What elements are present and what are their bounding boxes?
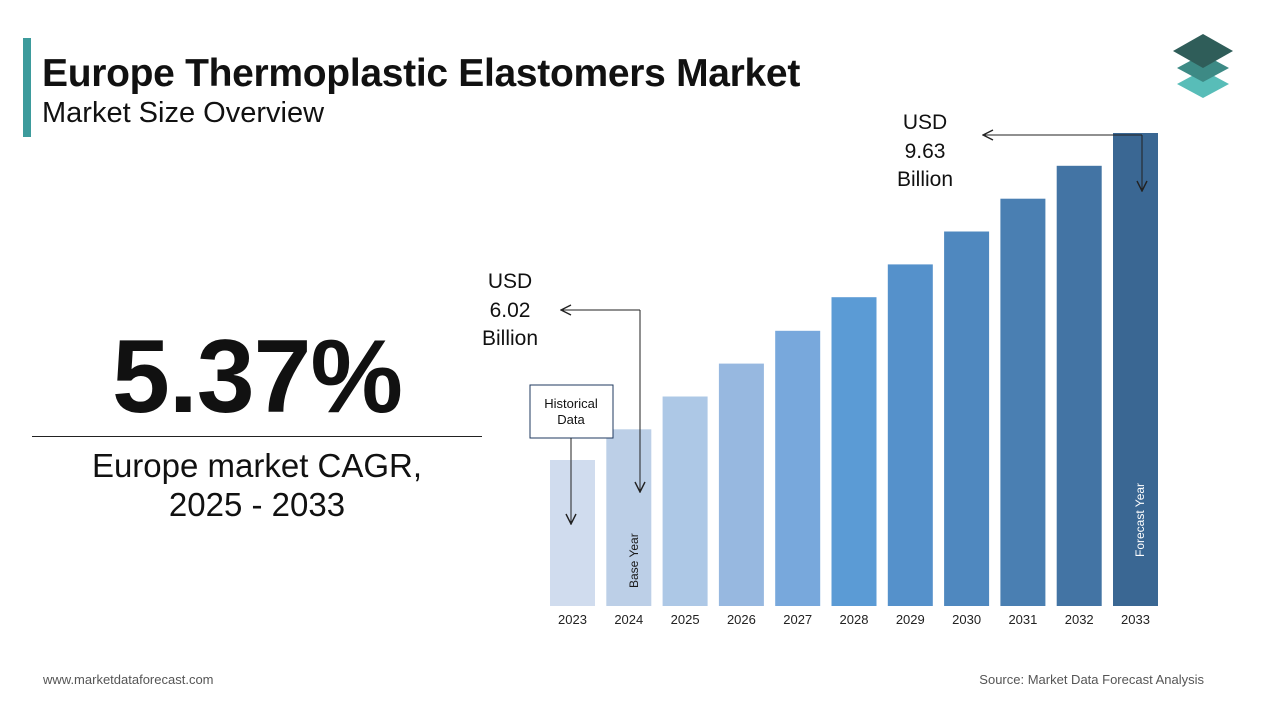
logo-layer-bottom (1177, 70, 1229, 98)
chart-bars (550, 133, 1158, 607)
chart-x-tick-labels: 2023 2024 2025 2026 2027 2028 2029 2030 2031 2032… (558, 612, 1150, 627)
bar-2028 (831, 297, 877, 606)
x-tick-label-2032: 2032 (1065, 612, 1094, 627)
forecast-year-label: Forecast Year (1133, 483, 1147, 557)
logo-layer-top (1173, 34, 1233, 68)
bar-2031 (1000, 198, 1046, 606)
cagr-label: Europe market CAGR, 2025 - 2033 (32, 446, 482, 524)
bar-2030 (944, 231, 990, 606)
x-tick-label-2028: 2028 (840, 612, 869, 627)
end-value-line3: Billion (897, 168, 953, 191)
bar-2023 (550, 460, 595, 606)
historical-data-label-line1: Historical (544, 396, 598, 411)
x-tick-label-2033: 2033 (1121, 612, 1150, 627)
x-tick-label-2025: 2025 (671, 612, 700, 627)
x-tick-label-2029: 2029 (896, 612, 925, 627)
x-tick-label-2031: 2031 (1008, 612, 1037, 627)
base-year-label: Base Year (627, 533, 641, 588)
start-value-line1: USD (488, 270, 532, 293)
footer-source: Source: Market Data Forecast Analysis (979, 672, 1204, 687)
bar-2025 (662, 396, 708, 606)
x-tick-label-2024: 2024 (614, 612, 643, 627)
cagr-divider (32, 436, 482, 437)
x-tick-label-2030: 2030 (952, 612, 981, 627)
end-value-line2: 9.63 (905, 140, 946, 163)
historical-data-label-line2: Data (557, 412, 585, 427)
bar-2024 (606, 429, 652, 606)
x-tick-label-2023: 2023 (558, 612, 587, 627)
bar-2032 (1056, 165, 1102, 607)
page-subtitle: Market Size Overview (42, 97, 325, 129)
cagr-label-line2: 2025 - 2033 (168, 486, 346, 523)
bar-2033 (1113, 133, 1158, 606)
page-title: Europe Thermoplastic Elastomers Market (42, 52, 801, 95)
bar-2027 (775, 330, 821, 606)
x-tick-label-2026: 2026 (727, 612, 756, 627)
start-value-line3: Billion (482, 327, 538, 350)
bar-2029 (887, 264, 933, 606)
title-accent-bar (23, 38, 31, 137)
historical-data-box (529, 384, 614, 439)
cagr-value: 5.37% (112, 319, 403, 435)
footer-website: www.marketdataforecast.com (43, 672, 214, 687)
company-logo-icon (1173, 34, 1233, 98)
end-value-line1: USD (903, 111, 947, 134)
start-value-line2: 6.02 (490, 299, 531, 322)
x-tick-label-2027: 2027 (783, 612, 812, 627)
cagr-label-line1: Europe market CAGR, (91, 447, 423, 484)
bar-2026 (718, 363, 764, 606)
